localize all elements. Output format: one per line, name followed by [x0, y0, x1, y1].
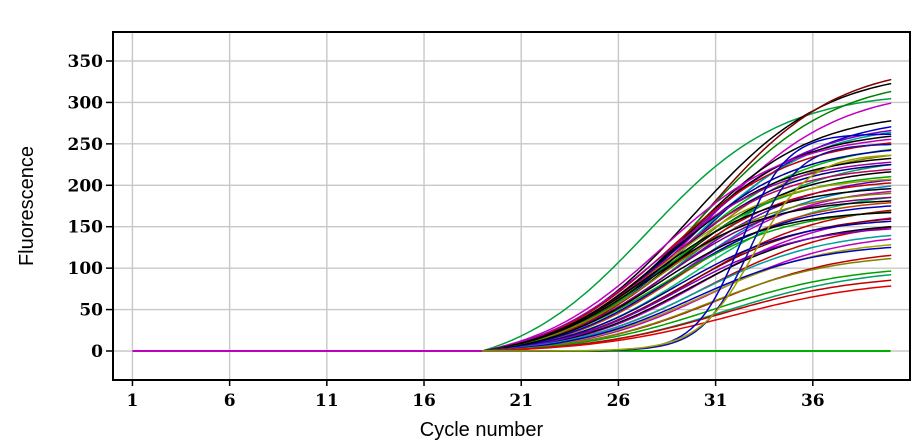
y-tick-label-250: 250 — [68, 135, 104, 155]
series-line-44 — [481, 234, 892, 352]
x-tick-label-16: 16 — [412, 391, 436, 411]
x-tick-label-11: 11 — [315, 391, 339, 411]
y-tick-label-200: 200 — [68, 176, 104, 196]
series-line-37 — [481, 211, 892, 352]
y-tick-label-100: 100 — [68, 259, 104, 279]
series-line-47 — [481, 246, 892, 352]
y-axis-title: Fluorescence — [16, 146, 38, 266]
x-tick-label-6: 6 — [224, 391, 236, 411]
series-line-17 — [481, 161, 892, 352]
plot-frame — [112, 31, 911, 381]
series-line-56 — [481, 154, 892, 352]
series-line-29 — [481, 192, 892, 352]
series-line-27 — [481, 187, 892, 352]
series-line-1 — [481, 97, 892, 352]
x-tick-label-1: 1 — [127, 391, 139, 411]
y-tick-label-0: 0 — [91, 342, 103, 362]
x-axis-title: Cycle number — [420, 419, 544, 440]
ticks — [106, 60, 814, 386]
x-tick-label-21: 21 — [509, 391, 533, 411]
series-line-43 — [481, 228, 892, 352]
plot-area — [112, 31, 911, 381]
y-tick-label-150: 150 — [68, 218, 104, 238]
x-tick-label-36: 36 — [801, 391, 825, 411]
series-line-40 — [481, 220, 892, 352]
x-tick-label-26: 26 — [607, 391, 631, 411]
series-line-32 — [481, 200, 892, 352]
y-tick-label-50: 50 — [79, 301, 103, 321]
series-line-12 — [481, 138, 892, 352]
series-line-50 — [481, 270, 892, 352]
series-line-53 — [481, 285, 892, 352]
y-tick-label-350: 350 — [68, 52, 104, 72]
plot-border — [112, 31, 911, 381]
series-group — [132, 78, 892, 352]
y-tick-label-300: 300 — [68, 93, 104, 113]
x-tick-label-31: 31 — [704, 391, 728, 411]
